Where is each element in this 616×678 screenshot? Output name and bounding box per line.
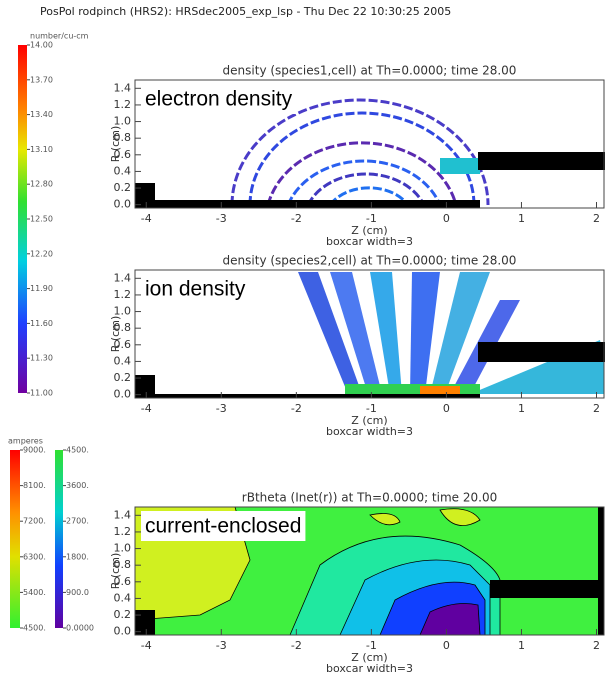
y-tick-label: 1.2 [114, 525, 132, 538]
y-axis-label: R (cm) [109, 126, 122, 163]
x-tick-label: 1 [518, 402, 525, 415]
colorbar-tick-label: 13.10 [30, 145, 53, 154]
colorbar-tick-label: 8100. [23, 481, 46, 490]
plot-frame [134, 269, 605, 399]
y-tick-label: 0.6 [114, 575, 132, 588]
colorbar-tick-label: 11.90 [30, 284, 53, 293]
y-tick-label: 1.2 [114, 288, 132, 301]
plot-frame [134, 79, 605, 209]
x-tick-label: 2 [593, 639, 600, 652]
colorbar-tick-label: 0.0000 [66, 624, 94, 633]
colorbar-tick-label: 9000. [23, 446, 46, 455]
x-axis-label: Z (cm) [351, 224, 387, 237]
annotation-box [141, 274, 250, 304]
x-tick-label: -2 [291, 212, 302, 225]
plot-frame [134, 506, 605, 636]
x-tick-label: -3 [216, 212, 227, 225]
y-tick-label: 0.0 [114, 388, 132, 401]
y-tick-label: 0.2 [114, 371, 132, 384]
annotation: electron density [145, 88, 293, 111]
colorbar-tick-label: 4500. [66, 446, 89, 455]
x-tick-label: -2 [291, 402, 302, 415]
x-tick-label: -4 [141, 212, 152, 225]
x-tick-label: 1 [518, 639, 525, 652]
colorbar-label: number/cu-cm [30, 32, 89, 41]
colorbar-tick-label: 12.20 [30, 249, 53, 258]
y-tick-label: 0.0 [114, 625, 132, 638]
x-tick-label: 0 [443, 639, 450, 652]
colorbar-label: amperes [8, 437, 43, 446]
note: boxcar width=3 [326, 235, 413, 248]
colorbar-tick-label: 5400. [23, 588, 46, 597]
annotation-box [141, 84, 297, 114]
header-title: PosPol rodpinch (HRS2): HRSdec2005_exp_l… [40, 5, 451, 18]
y-tick-label: 1.4 [114, 81, 132, 94]
colorbar-tick-label: 1800. [66, 552, 89, 561]
chart-title: density (species2,cell) at Th=0.0000; ti… [223, 254, 517, 268]
y-tick-label: 0.6 [114, 148, 132, 161]
x-tick-label: -1 [366, 402, 377, 415]
colorbar-tick-label: 12.80 [30, 180, 53, 189]
colorbar-tick-label: 7200. [23, 517, 46, 526]
x-tick-label: 2 [593, 212, 600, 225]
x-axis-label: Z (cm) [351, 651, 387, 664]
colorbar-tick-label: 6300. [23, 552, 46, 561]
annotation: current-enclosed [145, 515, 301, 538]
y-tick-label: 0.4 [114, 164, 132, 177]
y-tick-label: 1.4 [114, 508, 132, 521]
colorbar-tick-label: 3600. [66, 481, 89, 490]
y-axis-label: R (cm) [109, 316, 122, 353]
colorbar-tick-label: 13.40 [30, 110, 53, 119]
y-tick-label: 0.8 [114, 321, 132, 334]
y-tick-label: 1.0 [114, 305, 132, 318]
x-tick-label: 0 [443, 212, 450, 225]
x-tick-label: -3 [216, 402, 227, 415]
y-tick-label: 1.4 [114, 271, 132, 284]
note: boxcar width=3 [326, 425, 413, 438]
colorbar-tick-label: 12.50 [30, 215, 53, 224]
colorbar [18, 45, 27, 393]
colorbar [55, 450, 63, 628]
colorbar-tick-label: 11.00 [30, 389, 53, 398]
y-tick-label: 0.6 [114, 338, 132, 351]
annotation-box [141, 511, 306, 541]
y-tick-label: 0.4 [114, 591, 132, 604]
colorbar-tick-label: 11.60 [30, 319, 53, 328]
y-tick-label: 0.2 [114, 181, 132, 194]
y-tick-label: 0.0 [114, 198, 132, 211]
y-axis-label: R (cm) [109, 553, 122, 590]
x-tick-label: 2 [593, 402, 600, 415]
x-tick-label: -1 [366, 212, 377, 225]
colorbar-tick-label: 900.0 [66, 588, 89, 597]
colorbar-tick-label: 2700. [66, 517, 89, 526]
y-tick-label: 0.2 [114, 608, 132, 621]
y-tick-label: 0.8 [114, 558, 132, 571]
colorbar [10, 450, 20, 628]
y-tick-label: 1.0 [114, 542, 132, 555]
chart-title: rBtheta (Inet(r)) at Th=0.0000; time 20.… [242, 491, 497, 505]
x-tick-label: -3 [216, 639, 227, 652]
y-tick-label: 0.8 [114, 131, 132, 144]
plot-decoration [134, 98, 605, 636]
x-axis-label: Z (cm) [351, 414, 387, 427]
x-tick-label: -4 [141, 639, 152, 652]
colorbar-tick-label: 13.70 [30, 75, 53, 84]
x-tick-label: -1 [366, 639, 377, 652]
x-tick-label: 1 [518, 212, 525, 225]
colorbar-tick-label: 4500. [23, 624, 46, 633]
y-tick-label: 1.2 [114, 98, 132, 111]
x-tick-label: -2 [291, 639, 302, 652]
x-tick-label: 0 [443, 402, 450, 415]
chart-title: density (species1,cell) at Th=0.0000; ti… [223, 64, 517, 78]
note: boxcar width=3 [326, 662, 413, 675]
annotation: ion density [145, 278, 246, 301]
x-tick-label: -4 [141, 402, 152, 415]
colorbar-tick-label: 11.30 [30, 354, 53, 363]
y-tick-label: 1.0 [114, 115, 132, 128]
colorbar-tick-label: 14.00 [30, 41, 53, 50]
y-tick-label: 0.4 [114, 354, 132, 367]
